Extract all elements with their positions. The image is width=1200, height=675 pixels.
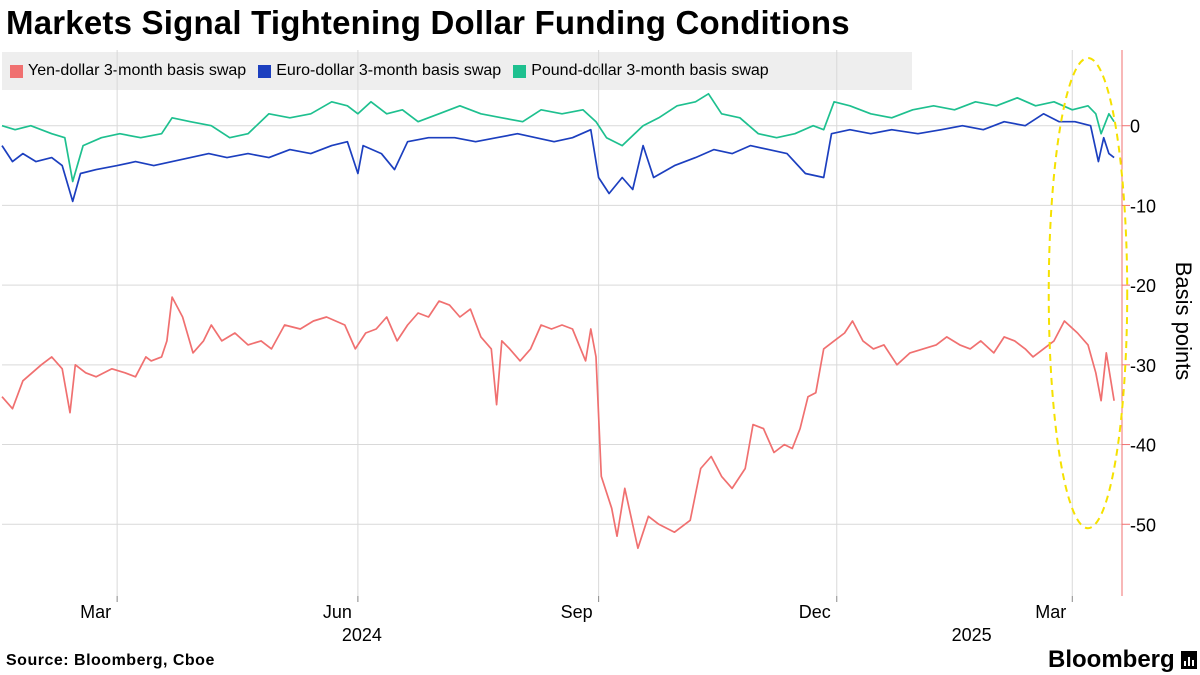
legend-item-euro: Euro-dollar 3-month basis swap bbox=[258, 62, 501, 80]
ytick-label-5: -50 bbox=[1130, 515, 1156, 535]
ytick-label-2: -20 bbox=[1130, 276, 1156, 296]
x-year-label-1: 2025 bbox=[952, 625, 992, 645]
legend-label-pound: Pound-dollar 3-month basis swap bbox=[531, 62, 769, 79]
xtick-label-2: Sep bbox=[561, 602, 593, 622]
ytick-label-0: 0 bbox=[1130, 117, 1140, 137]
legend-label-yen: Yen-dollar 3-month basis swap bbox=[28, 62, 247, 79]
legend-swatch-pound bbox=[513, 64, 527, 78]
x-year-label-0: 2024 bbox=[342, 625, 382, 645]
chart-title: Markets Signal Tightening Dollar Funding… bbox=[6, 4, 850, 41]
ytick-label-3: -30 bbox=[1130, 356, 1156, 376]
brand-name: Bloomberg bbox=[1048, 646, 1175, 673]
bloomberg-mark-icon bbox=[1180, 651, 1197, 669]
y-axis-title: Basis points bbox=[1171, 262, 1196, 381]
legend-label-euro: Euro-dollar 3-month basis swap bbox=[276, 62, 502, 79]
legend-item-yen: Yen-dollar 3-month basis swap bbox=[10, 62, 246, 80]
legend-item-pound: Pound-dollar 3-month basis swap bbox=[513, 62, 769, 80]
xtick-label-1: Jun bbox=[323, 602, 352, 622]
highlight-ellipse bbox=[1047, 56, 1129, 530]
legend: Yen-dollar 3-month basis swap Euro-dolla… bbox=[2, 52, 912, 90]
source-note: Source: Bloomberg, Cboe bbox=[6, 652, 215, 669]
ytick-label-4: -40 bbox=[1130, 436, 1156, 456]
series-line-euro bbox=[1, 112, 1115, 203]
ytick-label-1: -10 bbox=[1130, 196, 1156, 216]
legend-swatch-yen bbox=[10, 64, 23, 78]
xtick-label-3: Dec bbox=[799, 602, 831, 622]
legend-swatch-euro bbox=[258, 64, 272, 78]
xtick-label-0: Mar bbox=[80, 602, 111, 622]
series-line-pound bbox=[1, 92, 1115, 183]
bloomberg-logo: Bloomberg bbox=[1048, 646, 1197, 674]
series-line-yen bbox=[1, 296, 1115, 550]
xtick-label-4: Mar bbox=[1035, 602, 1066, 622]
